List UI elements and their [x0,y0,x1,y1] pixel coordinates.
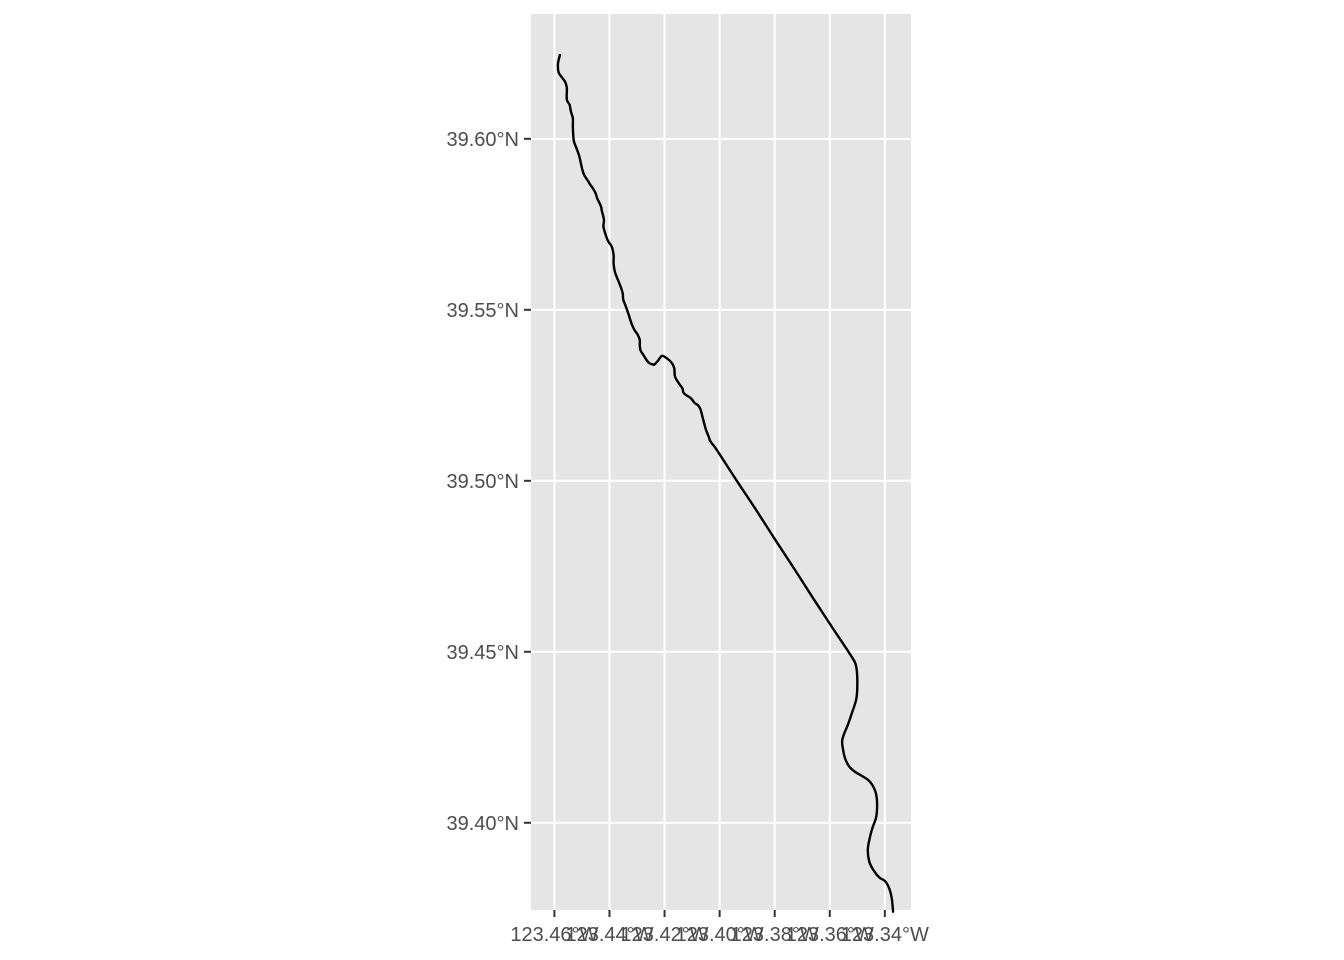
x-tick-label: 123.38°W [731,924,819,946]
y-axis-latitude: 39.40°N 39.45°N 39.50°N 39.55°N 39.60°N [447,129,531,835]
x-tick-label: 123.34°W [841,924,929,946]
x-axis-longitude: 123.46°W123.44°W123.42°W123.40°W123.38°W… [510,910,929,946]
y-tick-label: 39.40°N [447,813,520,835]
x-tick-label: 123.42°W [621,924,709,946]
x-tick-label: 123.44°W [565,924,653,946]
x-tick-label: 123.36°W [786,924,874,946]
river-line [556,53,895,913]
y-tick-label: 39.45°N [447,642,520,664]
longitude-gridlines [553,14,886,910]
x-tick-label: 123.40°W [676,924,764,946]
x-tick-label: 123.46°W [510,924,598,946]
y-tick-label: 39.60°N [447,129,520,151]
y-tick-label: 39.55°N [447,300,520,322]
y-tick-label: 39.50°N [447,471,520,493]
plot-panel [531,14,911,910]
